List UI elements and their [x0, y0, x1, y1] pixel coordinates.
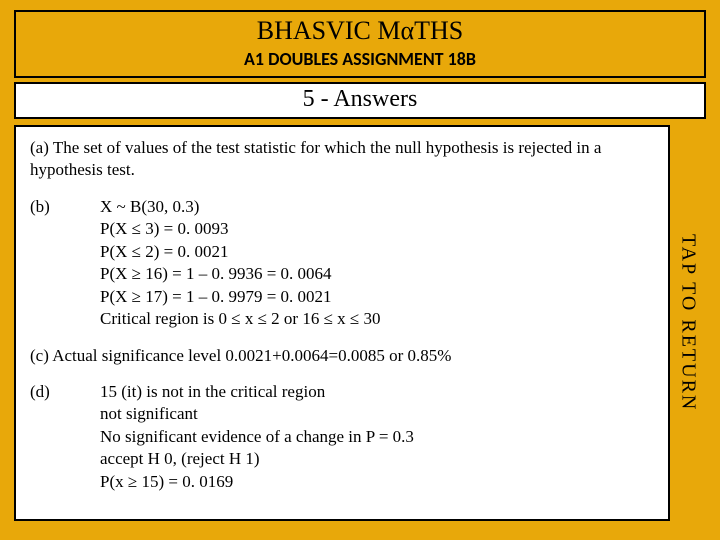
answer-b-line: P(X ≤ 2) = 0. 0021 — [100, 241, 654, 263]
answer-b: (b) X ~ B(30, 0.3) P(X ≤ 3) = 0. 0093 P(… — [30, 196, 654, 331]
answer-d-label: (d) — [30, 381, 100, 493]
answer-b-line: P(X ≥ 17) = 1 – 0. 9979 = 0. 0021 — [100, 286, 654, 308]
answer-b-line: P(X ≤ 3) = 0. 0093 — [100, 218, 654, 240]
answer-b-line: Critical region is 0 ≤ x ≤ 2 or 16 ≤ x ≤… — [100, 308, 654, 330]
tap-to-return-label: TAP TO RETURN — [677, 234, 700, 411]
section-title: 5 - Answers — [16, 86, 704, 113]
answer-c-text: Actual significance level 0.0021+0.0064=… — [52, 346, 451, 365]
answer-d-line: P(x ≥ 15) = 0. 0169 — [100, 471, 654, 493]
answer-b-body: X ~ B(30, 0.3) P(X ≤ 3) = 0. 0093 P(X ≤ … — [100, 196, 654, 331]
content-wrap: (a) The set of values of the test statis… — [14, 125, 706, 521]
answer-d-body: 15 (it) is not in the critical region no… — [100, 381, 654, 493]
answer-d-line: not significant — [100, 403, 654, 425]
answer-a-label: (a) — [30, 138, 49, 157]
assignment-subtitle: A1 DOUBLES ASSIGNMENT 18B — [16, 48, 704, 70]
answer-a: (a) The set of values of the test statis… — [30, 137, 654, 182]
answer-a-text: The set of values of the test statistic … — [30, 138, 601, 179]
answer-d-line: accept H 0, (reject H 1) — [100, 448, 654, 470]
header-box: BHASVIC MαTHS A1 DOUBLES ASSIGNMENT 18B — [14, 10, 706, 78]
slide: BHASVIC MαTHS A1 DOUBLES ASSIGNMENT 18B … — [0, 0, 720, 540]
answer-c-label: (c) — [30, 346, 49, 365]
main-title: BHASVIC MαTHS — [16, 16, 704, 46]
answer-d: (d) 15 (it) is not in the critical regio… — [30, 381, 654, 493]
answer-c: (c) Actual significance level 0.0021+0.0… — [30, 345, 654, 367]
tap-to-return[interactable]: TAP TO RETURN — [670, 125, 706, 521]
section-title-box: 5 - Answers — [14, 82, 706, 119]
answers-panel: (a) The set of values of the test statis… — [14, 125, 670, 521]
answer-b-label: (b) — [30, 196, 100, 331]
answer-d-line: No significant evidence of a change in P… — [100, 426, 654, 448]
answer-d-line: 15 (it) is not in the critical region — [100, 381, 654, 403]
answer-b-line: X ~ B(30, 0.3) — [100, 196, 654, 218]
answer-b-line: P(X ≥ 16) = 1 – 0. 9936 = 0. 0064 — [100, 263, 654, 285]
